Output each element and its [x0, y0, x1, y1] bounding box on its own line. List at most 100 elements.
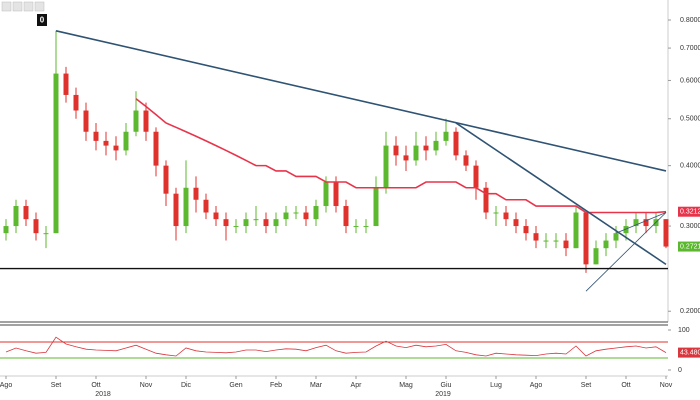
candle-body — [443, 131, 449, 141]
candle-body — [23, 206, 29, 220]
candle-body — [73, 94, 79, 111]
x-tick-label: Ott — [91, 382, 100, 389]
y-tick-label: 0.4000 — [680, 162, 700, 169]
candle-body — [263, 219, 269, 227]
candle-body — [473, 165, 479, 188]
value-tag — [678, 241, 700, 252]
y-tick-label: 0.5000 — [680, 116, 700, 123]
trend-line — [455, 122, 667, 266]
candle-body — [593, 248, 599, 265]
value-tag — [678, 206, 700, 217]
tool-draw[interactable] — [12, 1, 23, 12]
candle-body — [183, 187, 189, 227]
candle-body — [163, 165, 169, 194]
moving-average — [135, 98, 667, 214]
candle-body — [133, 110, 139, 132]
candle-body — [493, 212, 499, 214]
candle-body — [553, 240, 559, 242]
candle-body — [93, 131, 99, 141]
candle-body — [333, 181, 339, 207]
trend-line — [585, 212, 667, 292]
badge-box — [37, 14, 47, 26]
candle-body — [423, 145, 429, 151]
rsi-tag — [678, 347, 700, 358]
candle-body — [483, 187, 489, 213]
candle-body — [3, 226, 9, 234]
candle-body — [643, 219, 649, 227]
x-tick-label: Ott — [621, 382, 630, 389]
rsi-tick-label: 100 — [678, 327, 690, 334]
y-tick-label: 0.8000 — [680, 17, 700, 24]
candle-body — [143, 110, 149, 132]
candle-body — [573, 212, 579, 249]
candle-body — [363, 226, 369, 228]
value-tag-label: 0.3212 — [680, 209, 700, 216]
candle-body — [223, 219, 229, 227]
trend-line — [55, 30, 667, 172]
x-tick-label: Giu — [441, 382, 452, 389]
candle-body — [253, 219, 259, 221]
candle-body — [173, 193, 179, 227]
candle-body — [623, 226, 629, 234]
candle-body — [283, 212, 289, 220]
candle-body — [583, 212, 589, 265]
x-tick-label: Dic — [181, 382, 192, 389]
candle-body — [63, 73, 69, 95]
candle-body — [343, 206, 349, 227]
candle-body — [113, 145, 119, 151]
tool-crosshair[interactable] — [1, 1, 12, 12]
candle-body — [33, 219, 39, 234]
candle-body — [403, 155, 409, 161]
candle-body — [413, 145, 419, 161]
candle-body — [123, 131, 129, 151]
candle-body — [153, 131, 159, 166]
trend-line — [615, 212, 667, 234]
candle-body — [313, 206, 319, 220]
candle-body — [393, 145, 399, 156]
candle-body — [83, 110, 89, 132]
x-tick-label: Apr — [351, 382, 363, 389]
y-tick-label: 0.2000 — [680, 308, 700, 315]
x-tick-label: Set — [51, 382, 62, 389]
candle-body — [43, 233, 49, 235]
candle-body — [13, 206, 19, 227]
candle-body — [323, 181, 329, 207]
candle-body — [663, 219, 669, 247]
candle-body — [193, 187, 199, 200]
candle-body — [203, 199, 209, 213]
tool-text[interactable] — [23, 1, 34, 12]
candle-body — [563, 240, 569, 249]
y-tick-label: 0.3000 — [680, 223, 700, 230]
candle-body — [303, 212, 309, 220]
candle-body — [273, 219, 279, 227]
candle-body — [383, 145, 389, 188]
tool-zoom[interactable] — [34, 1, 45, 12]
x-tick-label: Set — [581, 382, 592, 389]
candle-body — [233, 226, 239, 228]
y-tick-label: 0.7000 — [680, 45, 700, 52]
toolbar — [1, 1, 45, 12]
candle-body — [503, 212, 509, 220]
x-tick-label: Ago — [530, 382, 543, 389]
x-tick-label: Mag — [399, 382, 413, 389]
candle-body — [543, 240, 549, 242]
candle-body — [213, 212, 219, 220]
x-tick-label: Nov — [660, 382, 673, 389]
year-label: 2018 — [95, 391, 111, 398]
candle-body — [463, 155, 469, 166]
candle-body — [373, 187, 379, 227]
x-tick-label: Nov — [140, 382, 153, 389]
candle-body — [353, 226, 359, 228]
year-label: 2019 — [435, 391, 451, 398]
x-tick-label: Mar — [310, 382, 323, 389]
candle-body — [523, 226, 529, 234]
rsi-tag-label: 43.4805 — [680, 349, 700, 356]
candle-body — [293, 212, 299, 214]
x-tick-label: Gen — [229, 382, 242, 389]
candle-body — [513, 219, 519, 227]
candle-body — [453, 131, 459, 156]
badge: 0 — [40, 16, 45, 25]
x-tick-label: Ago — [0, 382, 12, 389]
